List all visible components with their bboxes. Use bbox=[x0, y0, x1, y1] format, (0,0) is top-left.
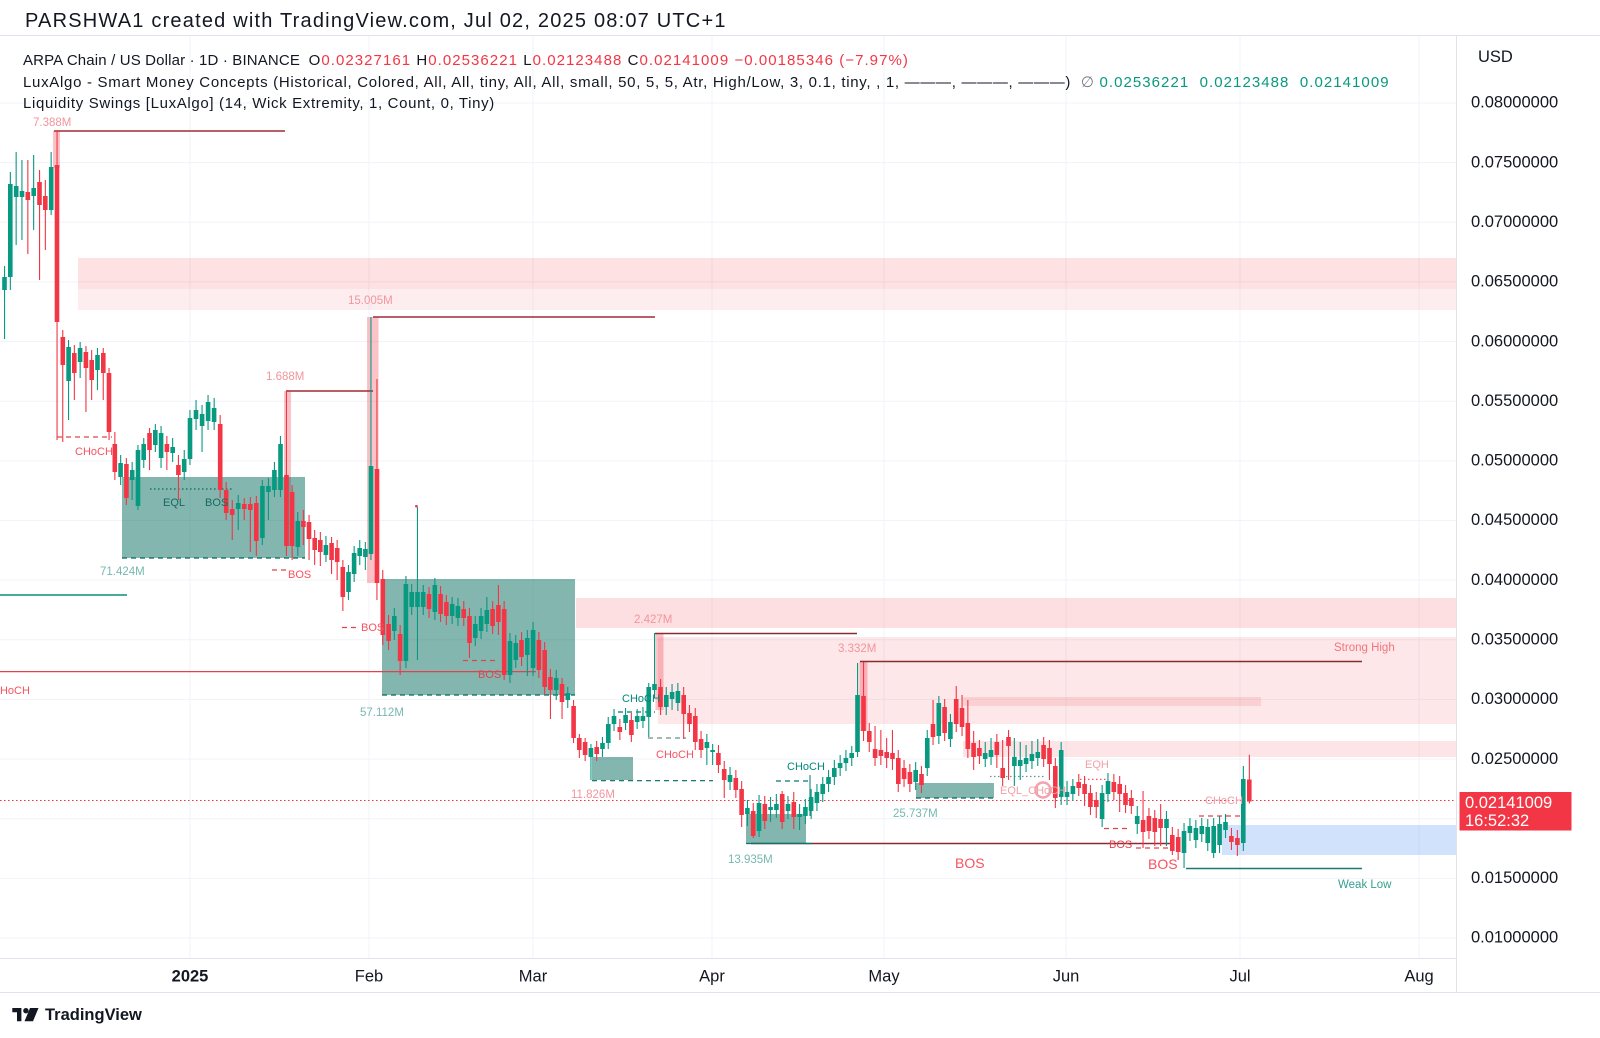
svg-text:2025: 2025 bbox=[172, 968, 209, 986]
svg-text:0.03500000: 0.03500000 bbox=[1471, 630, 1558, 648]
svg-text:7.388M: 7.388M bbox=[33, 117, 71, 129]
svg-text:1.688M: 1.688M bbox=[266, 371, 304, 383]
svg-text:USD: USD bbox=[1478, 48, 1513, 66]
svg-text:CHoCH: CHoCH bbox=[75, 446, 113, 458]
svg-text:CHoCH: CHoCH bbox=[622, 693, 660, 705]
svg-text:CHoCH: CHoCH bbox=[656, 749, 694, 761]
svg-text:BOS: BOS bbox=[478, 669, 501, 681]
svg-text:0.06500000: 0.06500000 bbox=[1471, 273, 1558, 291]
svg-text:Jul: Jul bbox=[1229, 968, 1250, 986]
svg-text:0.03000000: 0.03000000 bbox=[1471, 690, 1558, 708]
svg-text:0.04500000: 0.04500000 bbox=[1471, 511, 1558, 529]
svg-text:BOS: BOS bbox=[205, 497, 228, 509]
svg-text:0.05500000: 0.05500000 bbox=[1471, 392, 1558, 410]
svg-text:Apr: Apr bbox=[699, 968, 725, 986]
svg-text:16:52:32: 16:52:32 bbox=[1465, 812, 1529, 830]
svg-text:0.08000000: 0.08000000 bbox=[1471, 94, 1558, 112]
svg-text:71.424M: 71.424M bbox=[100, 566, 145, 578]
svg-text:25.737M: 25.737M bbox=[893, 808, 938, 820]
svg-text:Feb: Feb bbox=[355, 968, 383, 986]
svg-text:CHoCH: CHoCH bbox=[1205, 795, 1243, 807]
svg-text:0.01000000: 0.01000000 bbox=[1471, 929, 1558, 947]
svg-text:0.07000000: 0.07000000 bbox=[1471, 213, 1558, 231]
svg-text:May: May bbox=[868, 968, 900, 986]
svg-text:0.07500000: 0.07500000 bbox=[1471, 153, 1558, 171]
svg-text:CHoCH: CHoCH bbox=[0, 685, 30, 697]
svg-text:0.01500000: 0.01500000 bbox=[1471, 869, 1558, 887]
svg-text:0.05000000: 0.05000000 bbox=[1471, 452, 1558, 470]
svg-text:Mar: Mar bbox=[519, 968, 548, 986]
svg-text:BOS: BOS bbox=[1109, 839, 1132, 851]
svg-text:Aug: Aug bbox=[1404, 968, 1433, 986]
svg-text:11.826M: 11.826M bbox=[571, 789, 615, 801]
svg-text:BOS: BOS bbox=[361, 622, 384, 634]
svg-text:BOS: BOS bbox=[1148, 856, 1178, 872]
svg-text:0.02500000: 0.02500000 bbox=[1471, 750, 1558, 768]
svg-text:Jun: Jun bbox=[1053, 968, 1080, 986]
svg-text:CHoCH: CHoCH bbox=[787, 761, 825, 773]
svg-text:BOS: BOS bbox=[955, 855, 985, 871]
svg-text:0.04000000: 0.04000000 bbox=[1471, 571, 1558, 589]
svg-text:EQL_CHoCH: EQL_CHoCH bbox=[1000, 785, 1066, 797]
svg-text:0.06000000: 0.06000000 bbox=[1471, 332, 1558, 350]
svg-text:Strong High: Strong High bbox=[1334, 642, 1395, 654]
svg-text:3.332M: 3.332M bbox=[838, 643, 876, 655]
svg-text:EQL: EQL bbox=[163, 497, 185, 509]
svg-text:EQH: EQH bbox=[1085, 759, 1109, 771]
svg-text:15.005M: 15.005M bbox=[348, 295, 393, 307]
svg-text:BOS: BOS bbox=[288, 569, 311, 581]
svg-text:Weak Low: Weak Low bbox=[1338, 879, 1392, 891]
svg-text:13.935M: 13.935M bbox=[728, 854, 773, 866]
svg-text:57.112M: 57.112M bbox=[360, 707, 404, 719]
svg-text:0.02141009: 0.02141009 bbox=[1465, 794, 1552, 812]
svg-text:2.427M: 2.427M bbox=[634, 614, 672, 626]
